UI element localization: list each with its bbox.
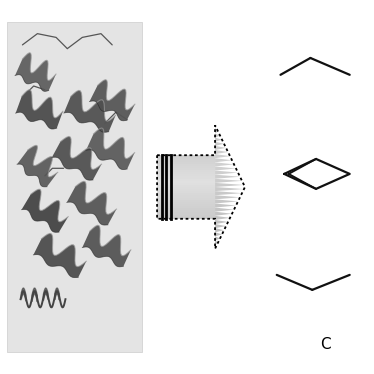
Polygon shape [215, 175, 240, 179]
Polygon shape [16, 90, 63, 129]
Polygon shape [33, 233, 86, 278]
Polygon shape [89, 80, 135, 121]
Polygon shape [157, 178, 215, 181]
Polygon shape [157, 200, 215, 202]
Polygon shape [215, 224, 226, 228]
Polygon shape [215, 187, 244, 191]
Polygon shape [157, 185, 215, 187]
Polygon shape [215, 228, 224, 232]
Polygon shape [215, 216, 230, 220]
Polygon shape [215, 138, 222, 142]
Polygon shape [215, 154, 230, 158]
Polygon shape [215, 240, 218, 245]
Polygon shape [157, 197, 215, 200]
Polygon shape [157, 166, 215, 168]
Polygon shape [157, 168, 215, 170]
Polygon shape [157, 215, 215, 217]
Polygon shape [15, 53, 56, 91]
Polygon shape [215, 203, 236, 208]
Polygon shape [157, 206, 215, 208]
Polygon shape [157, 189, 215, 191]
Polygon shape [157, 217, 215, 219]
Polygon shape [82, 225, 131, 267]
Polygon shape [157, 159, 215, 162]
Polygon shape [215, 212, 232, 216]
Polygon shape [157, 174, 215, 177]
Polygon shape [215, 134, 220, 138]
Polygon shape [215, 220, 228, 224]
Polygon shape [157, 208, 215, 210]
Polygon shape [67, 181, 116, 225]
Polygon shape [215, 129, 218, 134]
Polygon shape [215, 236, 220, 240]
Polygon shape [157, 181, 215, 183]
Polygon shape [157, 177, 215, 178]
Polygon shape [215, 232, 222, 236]
Polygon shape [215, 195, 240, 199]
Polygon shape [215, 171, 238, 175]
Polygon shape [157, 212, 215, 215]
Polygon shape [157, 170, 215, 172]
Polygon shape [215, 179, 242, 183]
Polygon shape [157, 191, 215, 193]
Polygon shape [215, 208, 234, 212]
Polygon shape [215, 125, 216, 129]
Polygon shape [157, 187, 215, 189]
Polygon shape [215, 183, 244, 187]
Polygon shape [86, 128, 135, 169]
Polygon shape [157, 193, 215, 196]
Polygon shape [157, 202, 215, 204]
Text: C: C [320, 337, 331, 352]
Polygon shape [215, 245, 216, 249]
Polygon shape [215, 142, 224, 146]
Polygon shape [52, 137, 101, 180]
Polygon shape [215, 166, 236, 171]
Polygon shape [215, 158, 232, 162]
Polygon shape [22, 189, 68, 232]
Polygon shape [215, 150, 228, 154]
Polygon shape [215, 191, 242, 195]
Polygon shape [215, 146, 226, 150]
Polygon shape [17, 145, 58, 187]
Polygon shape [157, 162, 215, 164]
Polygon shape [157, 183, 215, 185]
Polygon shape [157, 172, 215, 174]
Polygon shape [157, 164, 215, 166]
Polygon shape [215, 162, 234, 166]
Polygon shape [157, 204, 215, 206]
Polygon shape [215, 199, 238, 203]
Polygon shape [157, 155, 215, 157]
FancyBboxPatch shape [7, 22, 142, 352]
Polygon shape [64, 91, 116, 132]
Polygon shape [157, 157, 215, 159]
Polygon shape [157, 196, 215, 197]
Polygon shape [157, 210, 215, 212]
